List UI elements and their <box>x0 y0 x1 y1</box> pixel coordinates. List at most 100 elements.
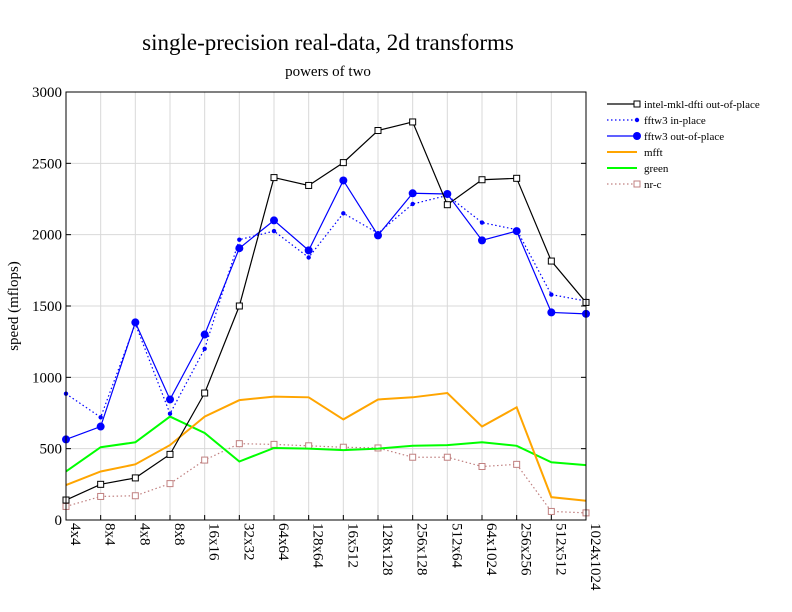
data-point <box>408 189 417 198</box>
series-green <box>65 415 587 473</box>
x-tick-label: 8x8 <box>171 523 187 546</box>
legend-label: green <box>644 163 669 175</box>
y-axis: 0 500 1000 1500 2000 2500 3000 <box>32 85 586 529</box>
data-point <box>547 257 555 265</box>
data-point <box>131 318 140 327</box>
data-point <box>443 453 451 461</box>
data-point <box>235 244 244 253</box>
series-line <box>65 121 587 501</box>
data-point <box>512 227 521 236</box>
x-tick-label: 1024x1024 <box>587 523 603 591</box>
x-tick-label: 512x64 <box>448 523 464 569</box>
data-point <box>96 422 105 431</box>
x-axis: 4x4 8x4 4x8 8x8 16x16 32x32 64x64 128x64 16x512 1… <box>65 515 603 591</box>
data-point <box>409 118 417 126</box>
data-point <box>270 440 278 448</box>
x-tick-label: 512x512 <box>552 523 568 576</box>
data-point <box>339 159 347 167</box>
legend-item: fftw3 out-of-place <box>607 131 724 143</box>
x-tick-label: 4x8 <box>136 523 152 546</box>
data-point <box>513 460 521 468</box>
x-tick-label: 64x1024 <box>483 523 499 576</box>
data-point <box>166 450 174 458</box>
legend-item: green <box>607 163 669 175</box>
x-tick-label: 64x64 <box>275 523 291 561</box>
legend-label: fftw3 in-place <box>644 115 706 127</box>
data-point <box>341 211 346 216</box>
series-layer <box>62 118 590 517</box>
x-tick-label: 8x4 <box>102 523 118 546</box>
data-point <box>235 302 243 310</box>
data-point <box>633 132 641 140</box>
legend-item: fftw3 in-place <box>607 115 706 127</box>
data-point <box>166 480 174 488</box>
y-tick-label: 2500 <box>32 156 62 172</box>
x-tick-label: 32x32 <box>240 523 256 561</box>
series-line <box>65 194 587 419</box>
data-point <box>634 117 640 123</box>
y-tick-label: 1500 <box>32 299 62 315</box>
data-point <box>235 440 243 448</box>
series-fftw3-out-of-place <box>62 176 590 444</box>
data-point <box>306 255 311 260</box>
chart-subtitle: powers of two <box>285 64 371 80</box>
legend-label: nr-c <box>644 179 662 191</box>
data-point <box>270 216 278 225</box>
data-point <box>513 174 521 182</box>
data-point <box>409 453 417 461</box>
data-point <box>304 246 313 255</box>
y-tick-label: 3000 <box>32 85 62 101</box>
data-point <box>479 220 485 225</box>
data-point <box>200 330 209 339</box>
x-tick-label: 128x64 <box>310 523 326 569</box>
legend-label: fftw3 out-of-place <box>644 131 724 143</box>
series-line <box>65 415 587 473</box>
data-point <box>633 180 641 188</box>
data-point <box>97 480 105 488</box>
data-point <box>270 174 278 182</box>
x-tick-label: 128x128 <box>379 523 395 576</box>
series-line <box>65 391 587 502</box>
series-line <box>65 179 587 440</box>
x-tick-label: 16x512 <box>344 523 360 568</box>
y-tick-label: 1000 <box>32 370 62 386</box>
data-point <box>201 456 209 464</box>
data-point <box>131 492 139 500</box>
data-point <box>549 292 554 297</box>
data-point <box>443 190 452 199</box>
x-tick-label: 4x4 <box>67 523 83 546</box>
y-tick-label: 2000 <box>32 228 62 244</box>
y-axis-label: speed (mflops) <box>6 261 22 351</box>
grid <box>65 91 587 521</box>
data-point <box>202 346 207 351</box>
data-point <box>443 201 451 209</box>
data-point <box>97 492 105 500</box>
data-point <box>271 228 277 234</box>
data-point <box>305 181 313 189</box>
legend-label: mfft <box>644 147 663 159</box>
legend-label: intel-mkl-dfti out-of-place <box>644 99 760 111</box>
data-point <box>547 308 556 317</box>
legend-item: nr-c <box>607 179 662 191</box>
x-tick-label: 256x128 <box>414 523 430 576</box>
legend-item: mfft <box>607 147 663 159</box>
y-tick-label: 0 <box>55 513 63 529</box>
data-point <box>410 201 415 207</box>
series-nr-c <box>62 440 590 517</box>
data-point <box>374 127 382 135</box>
x-tick-label: 16x16 <box>206 523 222 561</box>
series-mfft <box>65 391 587 502</box>
data-point <box>547 507 555 515</box>
legend: intel-mkl-dfti out-of-place fftw3 in-plac… <box>607 99 760 191</box>
data-point <box>339 176 348 185</box>
series-line <box>65 443 587 514</box>
chart-title: single-precision real-data, 2d transform… <box>142 30 514 55</box>
legend-item: intel-mkl-dfti out-of-place <box>607 99 760 111</box>
data-point <box>478 463 486 470</box>
data-point <box>131 474 139 482</box>
data-point <box>237 237 242 242</box>
y-tick-label: 500 <box>40 442 63 458</box>
data-point <box>201 389 209 397</box>
data-point <box>98 415 103 420</box>
data-point <box>478 176 486 184</box>
